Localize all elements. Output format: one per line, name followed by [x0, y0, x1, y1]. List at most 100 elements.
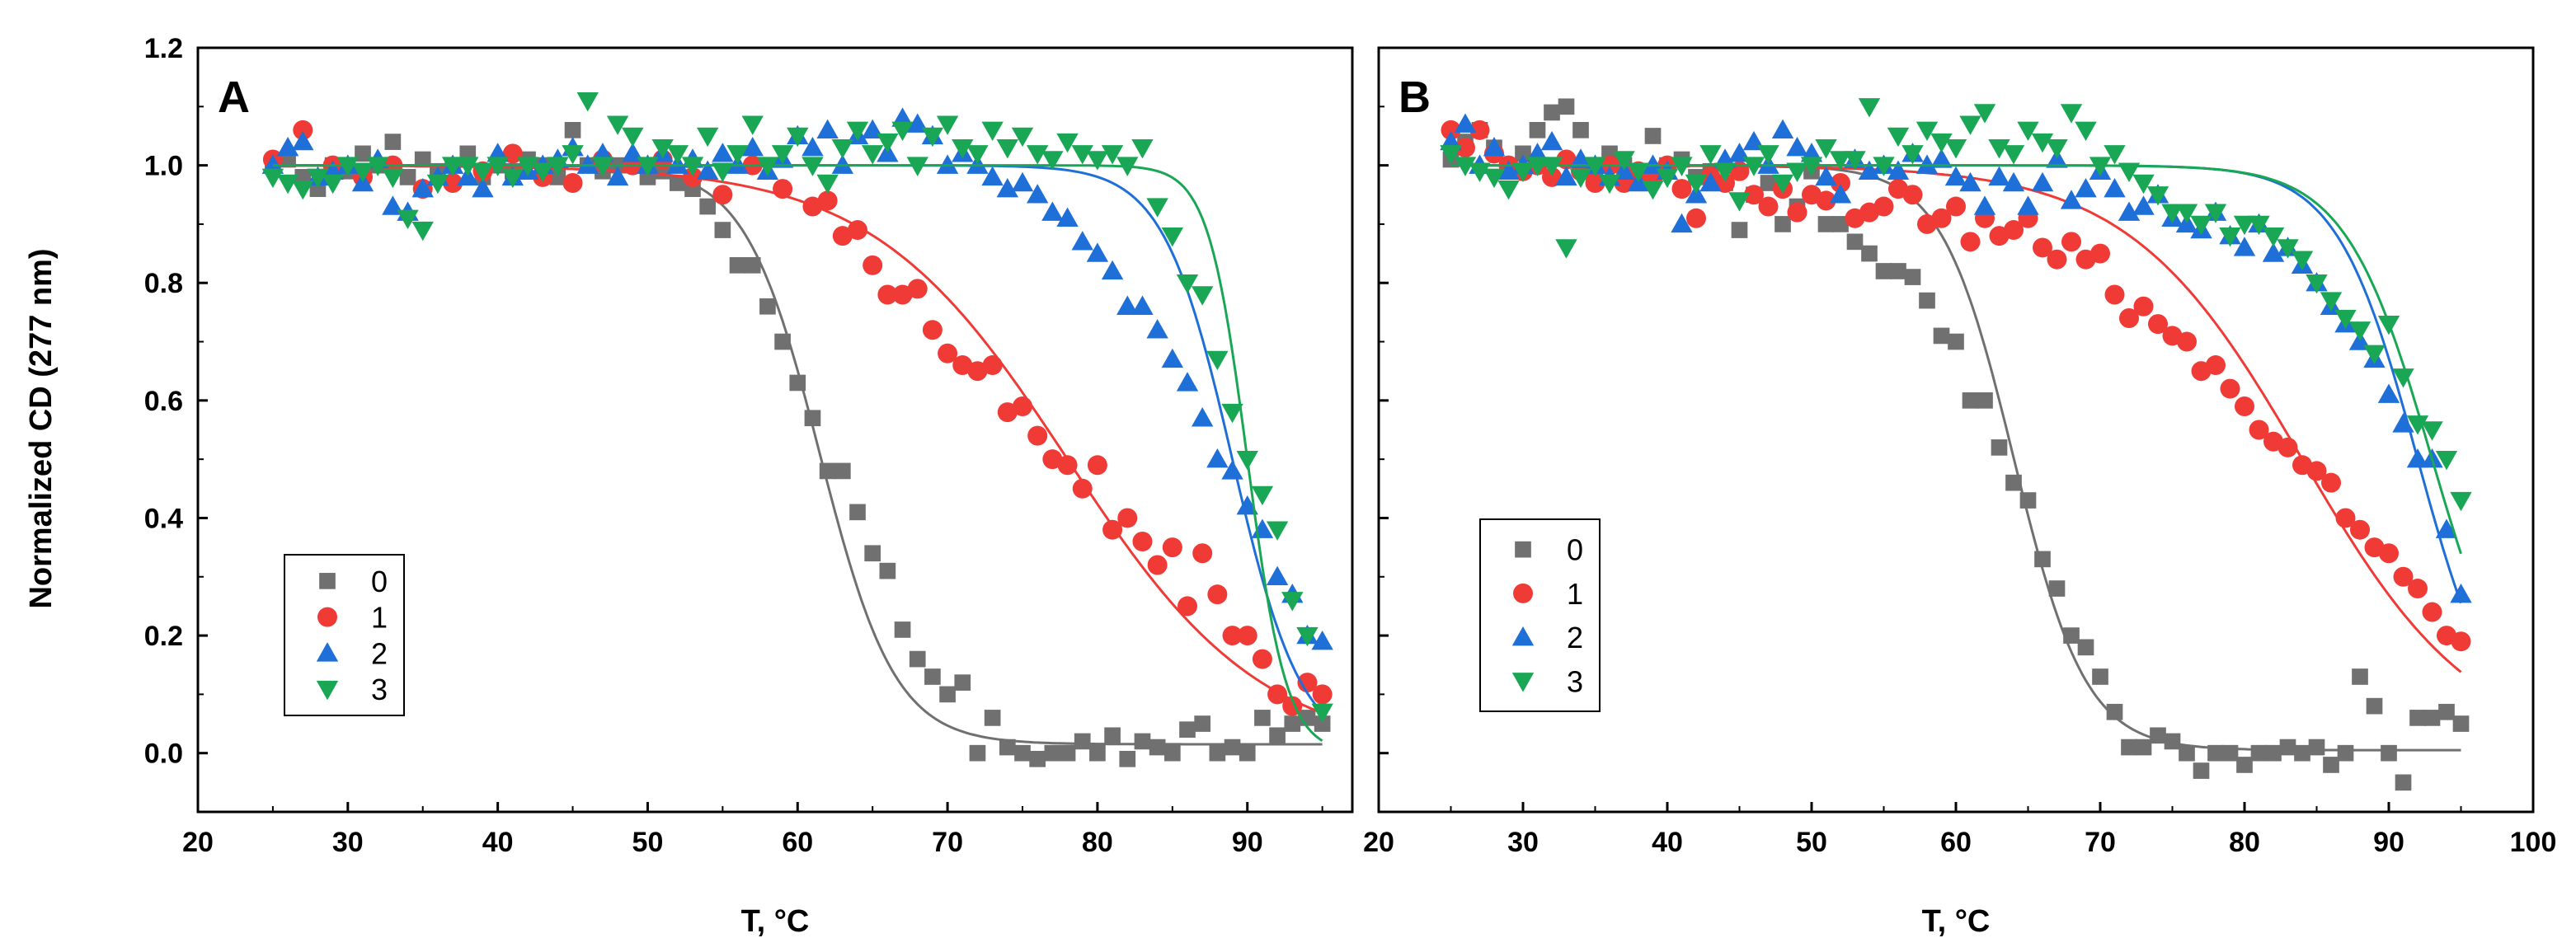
data-point [1056, 133, 1079, 153]
legend-label: 3 [1567, 664, 1583, 698]
data-point [1613, 151, 1635, 171]
data-point [2033, 237, 2052, 258]
data-point [1454, 113, 1477, 133]
data-point [1027, 425, 1048, 446]
data-point [1266, 521, 1289, 541]
data-point [2377, 315, 2400, 335]
data-point [1558, 98, 1575, 115]
data-point [399, 169, 416, 185]
data-point [1627, 162, 1650, 182]
data-point [2104, 145, 2126, 165]
data-point [2381, 744, 2397, 762]
data-point [982, 355, 1003, 376]
data-point [2265, 744, 2282, 762]
data-point [816, 119, 839, 139]
data-point [1194, 715, 1211, 732]
data-point [1014, 744, 1031, 762]
data-point [1686, 208, 1706, 228]
data-point [1117, 508, 1138, 528]
data-point [2002, 171, 2025, 192]
data-point [802, 196, 823, 217]
data-point [2308, 739, 2325, 756]
legend-label: 1 [1567, 577, 1583, 611]
legend-label: 3 [371, 673, 388, 706]
data-point [1209, 744, 1226, 762]
data-point [1555, 166, 1577, 186]
data-point [1988, 139, 2010, 159]
data-point [729, 256, 746, 274]
data-point [502, 143, 523, 164]
data-point [2451, 631, 2471, 652]
data-point [1901, 145, 1924, 165]
legend-label: 2 [1567, 621, 1583, 654]
data-point [1742, 157, 1765, 176]
data-point [2422, 602, 2442, 622]
data-point [1147, 555, 1168, 575]
data-point [1149, 739, 1166, 756]
data-point [1930, 148, 1953, 168]
data-point [1946, 196, 1966, 217]
data-point [1296, 626, 1319, 647]
data-point [1312, 684, 1333, 705]
data-point [1056, 207, 1079, 227]
data-point [1101, 145, 1124, 165]
data-point [984, 710, 1001, 726]
data-point [1817, 216, 1835, 232]
data-point [1585, 173, 1605, 194]
data-point [922, 320, 942, 340]
legend-label: 1 [371, 601, 388, 635]
data-point [2118, 201, 2141, 221]
data-point [336, 157, 360, 176]
data-point [1771, 174, 1794, 195]
data-point [1161, 227, 1184, 247]
data-point [2320, 292, 2343, 312]
data-point [1206, 350, 1229, 371]
data-point [1119, 750, 1136, 767]
data-point [1786, 137, 1808, 157]
data-point [817, 190, 838, 211]
data-point [921, 127, 944, 148]
legend-box [284, 554, 405, 716]
data-point [1671, 157, 1693, 176]
data-point [939, 686, 956, 703]
y-tick-label: 0.0 [144, 739, 183, 770]
x-tick-label: 70 [932, 827, 963, 858]
legend-marker [316, 680, 339, 701]
data-point [2017, 195, 2039, 215]
data-point [1221, 460, 1243, 480]
data-point [2104, 177, 2126, 198]
data-point [2146, 186, 2169, 206]
data-point [1101, 260, 1124, 280]
data-point [726, 145, 749, 165]
data-point [1266, 565, 1289, 585]
data-point [1469, 162, 1491, 182]
data-point [1858, 98, 1881, 118]
data-point [1207, 584, 1228, 605]
data-point [2450, 491, 2472, 512]
data-point [1511, 162, 1535, 182]
data-point [2207, 744, 2224, 762]
data-point [1962, 392, 1979, 409]
data-point [2004, 220, 2024, 241]
data-point [2250, 744, 2268, 762]
data-point [1104, 727, 1121, 744]
data-point [1930, 133, 1953, 153]
data-point [1540, 157, 1563, 176]
data-point [787, 127, 809, 148]
data-point [1991, 439, 2008, 456]
data-point [1931, 208, 1952, 228]
x-tick-label: 80 [1082, 827, 1113, 858]
data-point [712, 162, 734, 182]
data-point [564, 121, 581, 138]
data-point [2379, 543, 2399, 564]
data-point [1041, 151, 1064, 171]
data-point [1483, 168, 1506, 189]
data-point [2150, 727, 2166, 744]
data-point [909, 650, 926, 668]
data-point [681, 157, 704, 176]
data-point [576, 91, 599, 112]
data-point [2406, 448, 2429, 468]
data-point [2132, 174, 2155, 195]
data-point [2220, 378, 2240, 399]
data-point [1959, 115, 1981, 135]
